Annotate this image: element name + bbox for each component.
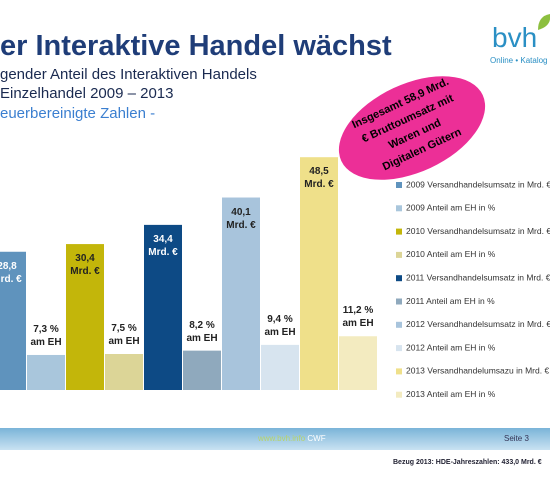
legend-swatch [396, 275, 402, 282]
legend-label: 2009 Anteil am EH in % [406, 203, 496, 213]
value-label: 28,8 Mrd. € [0, 260, 22, 285]
logo: bvh [492, 22, 538, 53]
legend-label: 2010 Versandhandelsumsatz in Mrd. € [406, 226, 550, 236]
bar [222, 197, 260, 390]
bar [66, 244, 104, 390]
legend-swatch [396, 321, 402, 328]
bar [183, 350, 221, 390]
legend-label: 2013 Anteil am EH in % [406, 389, 496, 399]
footer-url: www.bvh.info [258, 434, 306, 443]
legend-swatch [396, 368, 402, 375]
subtitle: gender Anteil des Interaktiven Handels [0, 66, 257, 83]
callout-bubble [338, 76, 486, 180]
value-label: 7,3 % am EH [30, 323, 62, 348]
logo-tagline: Online • Katalog [490, 56, 548, 65]
footer-tag: CWF [307, 434, 326, 443]
legend-swatch [396, 182, 402, 188]
value-label: 48,5 Mrd. € [304, 166, 334, 191]
value-label: 8,2 % am EH [186, 319, 218, 344]
legend-swatch [396, 391, 402, 398]
bar [339, 336, 377, 390]
value-label: 40,1 Mrd. € [226, 206, 256, 231]
legend-label: 2011 Anteil am EH in % [406, 296, 495, 306]
bar [105, 354, 143, 390]
footnote: Bezug 2013: HDE-Jahreszahlen: 433,0 Mrd.… [393, 459, 542, 466]
legend-label: 2013 Versandhandelumsazu in Mrd. € [406, 366, 549, 376]
footer-url: www.bvh.info CWF [258, 434, 326, 443]
page-number: Seite 3 [504, 434, 529, 443]
logo-leaf [538, 14, 550, 30]
title: er Interaktive Handel wächst [0, 30, 392, 62]
legend-label: 2009 Versandhandelsumsatz in Mrd. € [406, 179, 550, 189]
footer-band [0, 428, 550, 450]
value-label: 7,5 % am EH [108, 323, 140, 347]
legend-swatch [396, 205, 402, 212]
bar [0, 251, 26, 390]
legend-label: 2012 Anteil am EH in % [406, 342, 496, 352]
value-label: 11,2 % am EH [342, 305, 374, 330]
legend-swatch [396, 298, 402, 305]
value-label: 34,4 Mrd. € [148, 233, 178, 258]
bar [300, 157, 338, 390]
bar [144, 224, 182, 390]
legend-label: 2011 Versandhandelsumsatz in Mrd. € [406, 272, 550, 282]
legend-swatch [396, 345, 402, 352]
bar [261, 344, 299, 390]
legend-label: 2012 Versandhandelsumsatz in Mrd. € [406, 319, 550, 329]
subtitle: Einzelhandel 2009 – 2013 [0, 85, 174, 102]
bar [27, 354, 65, 390]
legend-swatch [396, 228, 402, 235]
value-label: 9,4 % am EH [264, 313, 296, 338]
legend-label: 2010 Anteil am EH in % [406, 249, 496, 259]
subtitle: euerbereinigte Zahlen - [0, 105, 156, 122]
legend-swatch [396, 251, 402, 258]
value-label: 30,4 Mrd. € [70, 253, 100, 278]
